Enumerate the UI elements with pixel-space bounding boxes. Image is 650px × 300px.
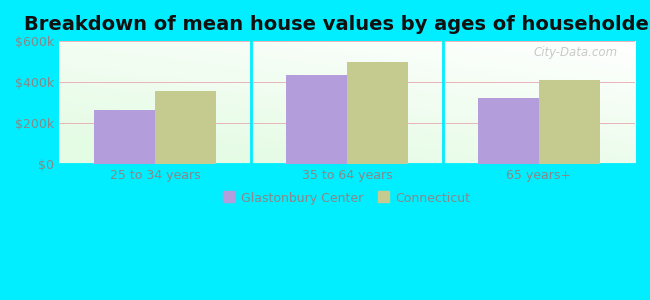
Bar [347, 61, 408, 164]
Bar [539, 80, 601, 164]
Bar [155, 92, 216, 164]
Bar [285, 75, 347, 164]
Bar [94, 110, 155, 164]
Text: City-Data.com: City-Data.com [534, 46, 618, 59]
Bar [478, 98, 539, 164]
Legend: Glastonbury Center, Connecticut: Glastonbury Center, Connecticut [218, 187, 476, 210]
Title: Breakdown of mean house values by ages of householders: Breakdown of mean house values by ages o… [24, 15, 650, 34]
